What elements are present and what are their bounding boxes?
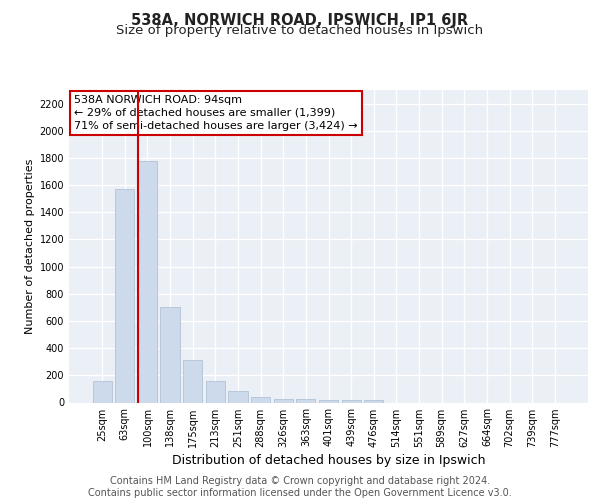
Bar (160, 308, 180, 402)
Y-axis label: Number of detached properties: Number of detached properties (25, 158, 35, 334)
Bar (319, 400, 338, 402)
Bar (206, 381, 225, 402)
Bar (183, 360, 202, 403)
Bar (138, 162, 157, 402)
Bar (92, 381, 112, 402)
Bar (229, 391, 248, 402)
Text: Size of property relative to detached houses in Ipswich: Size of property relative to detached ho… (116, 24, 484, 37)
Text: Contains HM Land Registry data © Crown copyright and database right 2024.
Contai: Contains HM Land Registry data © Crown c… (88, 476, 512, 498)
Text: 538A, NORWICH ROAD, IPSWICH, IP1 6JR: 538A, NORWICH ROAD, IPSWICH, IP1 6JR (131, 12, 469, 28)
Bar (296, 399, 316, 402)
Bar (341, 400, 361, 402)
X-axis label: Distribution of detached houses by size in Ipswich: Distribution of detached houses by size … (172, 454, 485, 467)
Bar (364, 400, 383, 402)
Bar (115, 188, 134, 402)
Text: 538A NORWICH ROAD: 94sqm
← 29% of detached houses are smaller (1,399)
71% of sem: 538A NORWICH ROAD: 94sqm ← 29% of detach… (74, 94, 358, 131)
Bar (274, 399, 293, 402)
Bar (251, 397, 270, 402)
